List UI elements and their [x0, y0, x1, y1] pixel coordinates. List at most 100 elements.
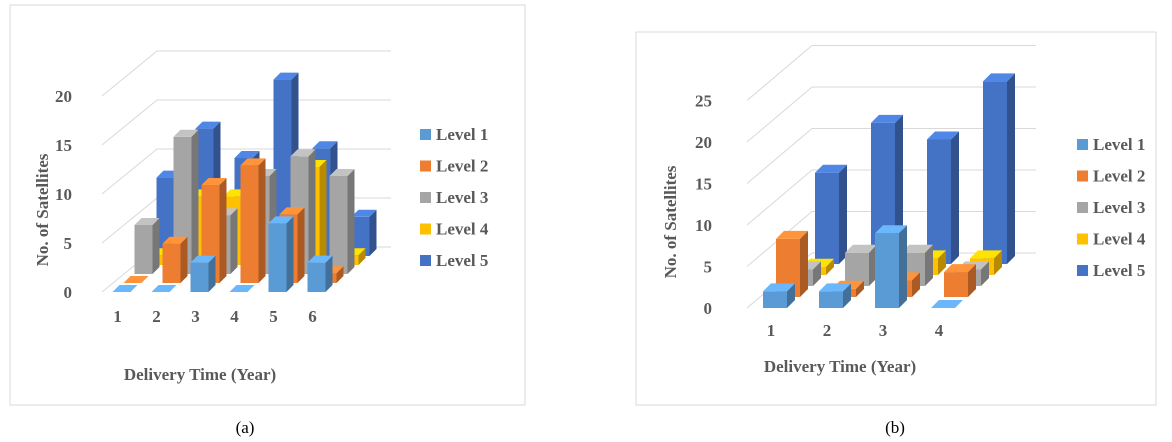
bar — [944, 264, 976, 297]
chart-a-ylabel: No. of Satellites — [33, 153, 52, 266]
bar-side-face — [800, 230, 808, 297]
bar-side-face — [152, 218, 160, 274]
bar-top-face — [123, 276, 149, 283]
bar — [983, 73, 1015, 265]
bar-front-face — [162, 243, 181, 283]
legend-item: Level 3 — [1077, 198, 1145, 217]
chart-a-legend: Level 1 Level 2 Level 3 Level 4 Level 5 — [420, 125, 489, 270]
bar-side-face — [925, 244, 933, 286]
bar-front-face — [845, 252, 869, 286]
x-tick-label: 1 — [113, 307, 122, 326]
chart-a: 0 5 10 15 20 1 2 3 4 5 6 Delivery Time (Year) No.… — [9, 4, 526, 437]
legend-item: Level 4 — [1077, 230, 1146, 249]
bar-side-face — [286, 216, 294, 292]
y-tick-label: 0 — [64, 283, 73, 302]
bar-top-face — [134, 218, 160, 225]
bar-front-face — [190, 262, 209, 292]
bar — [151, 285, 177, 293]
bar-front-face — [815, 172, 839, 264]
legend-label: Level 5 — [1093, 261, 1145, 280]
bar — [268, 216, 294, 292]
bar-side-face — [297, 207, 305, 283]
bar-side-face — [230, 208, 238, 274]
legend-label: Level 1 — [1093, 135, 1145, 154]
bar-top-face — [173, 129, 199, 137]
bar-top-face — [845, 244, 877, 253]
bar-top-face — [279, 207, 305, 215]
gridline — [746, 169, 1036, 226]
x-tick-label: 6 — [308, 307, 317, 326]
bar-top-face — [151, 285, 177, 292]
bar-front-face — [307, 262, 326, 292]
bar-top-face — [871, 114, 903, 123]
bar-top-face — [290, 149, 316, 157]
bar-side-face — [369, 209, 377, 256]
bar — [819, 283, 851, 308]
bar-front-face — [329, 176, 348, 274]
bar-side-face — [826, 258, 834, 275]
chart-b-legend: Level 1 Level 2 Level 3 Level 4 Level 5 — [1077, 135, 1146, 280]
gridline — [101, 99, 391, 146]
chart-b-ylabel: No. of Satellites — [661, 165, 680, 278]
bar-top-face — [983, 73, 1015, 82]
legend-swatch — [1077, 265, 1088, 276]
bar-top-face — [819, 283, 851, 292]
chart-b-grid — [746, 45, 1036, 309]
bar — [815, 164, 847, 264]
y-tick-label: 15 — [55, 136, 72, 155]
legend-item: Level 5 — [420, 251, 488, 270]
bar-side-face — [843, 283, 851, 308]
bar-top-face — [112, 285, 138, 292]
legend-swatch — [420, 129, 431, 140]
y-tick-label: 20 — [695, 133, 712, 152]
bar-front-face — [134, 225, 153, 274]
chart-b-xlabel: Delivery Time (Year) — [764, 357, 916, 376]
bar-side-face — [968, 264, 976, 297]
y-tick-label: 10 — [55, 185, 72, 204]
legend-swatch — [1077, 139, 1088, 150]
x-tick-label: 4 — [935, 321, 944, 340]
chart-b-xticks: 1 2 3 4 — [767, 321, 944, 340]
chart-b-caption: (b) — [885, 418, 905, 437]
bar — [875, 225, 907, 308]
legend-label: Level 1 — [436, 125, 488, 144]
bar-top-face — [329, 169, 355, 176]
bar-front-face — [875, 233, 899, 308]
legend-label: Level 4 — [1093, 230, 1146, 249]
x-tick-label: 5 — [269, 307, 278, 326]
y-tick-label: 15 — [695, 175, 712, 194]
chart-a-bars — [112, 72, 377, 293]
x-tick-label: 1 — [767, 321, 776, 340]
chart-a-xlabel: Delivery Time (Year) — [124, 365, 276, 384]
x-tick-label: 3 — [879, 321, 888, 340]
bar-side-face — [358, 248, 366, 265]
chart-a-caption: (a) — [236, 418, 255, 437]
bar-side-face — [258, 158, 266, 283]
legend-item: Level 2 — [1077, 167, 1145, 186]
bar-side-face — [336, 266, 344, 283]
bar-side-face — [813, 261, 821, 286]
legend-swatch — [420, 223, 431, 235]
bar-top-face — [273, 72, 299, 80]
legend-swatch — [420, 160, 431, 172]
bar-side-face — [994, 250, 1002, 275]
bar-side-face — [951, 131, 959, 264]
bar-side-face — [208, 255, 216, 292]
bar-top-face — [944, 264, 976, 273]
y-tick-label: 0 — [704, 299, 713, 318]
chart-b: 0 5 10 15 20 25 1 2 3 4 Delivery Time (Year) No.… — [635, 31, 1157, 437]
bar-top-face — [312, 141, 338, 149]
bar-top-face — [240, 158, 266, 166]
legend-swatch — [1077, 202, 1088, 213]
bar-side-face — [347, 169, 355, 274]
x-tick-label: 2 — [152, 307, 161, 326]
legend-swatch — [420, 255, 431, 266]
bar — [112, 285, 138, 293]
legend-label: Level 5 — [436, 251, 488, 270]
bar-top-face — [162, 236, 188, 244]
legend-item: Level 4 — [420, 220, 489, 239]
bar — [351, 209, 377, 256]
legend-label: Level 2 — [436, 157, 488, 176]
chart-a-yticks: 0 5 10 15 20 — [55, 87, 72, 302]
